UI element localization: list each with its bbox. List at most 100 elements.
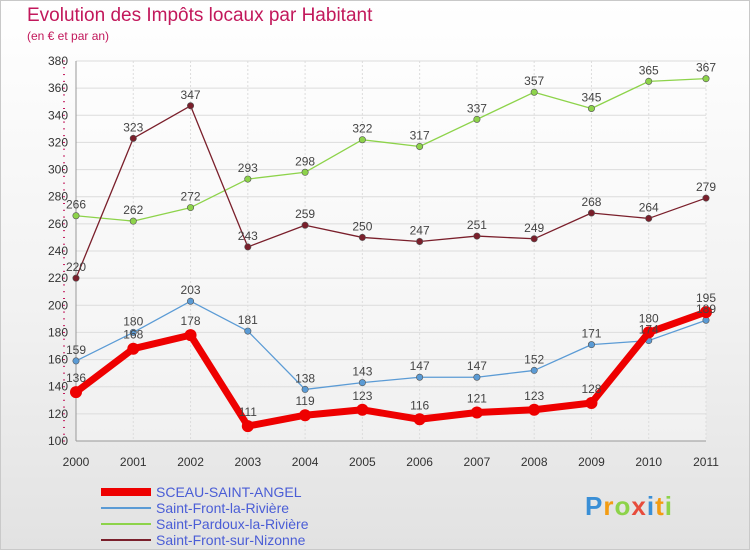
data-point: [645, 214, 653, 222]
data-point: [356, 403, 369, 416]
data-label: 357: [524, 74, 544, 88]
data-point: [244, 327, 252, 335]
data-point: [470, 406, 483, 419]
data-point: [642, 326, 655, 339]
data-point: [700, 306, 712, 319]
logo-letter: P: [585, 491, 604, 521]
data-label: 317: [410, 129, 430, 143]
x-tick-label: 2009: [578, 455, 605, 469]
data-label: 347: [181, 88, 201, 102]
data-label: 262: [123, 203, 143, 217]
x-tick-label: 2000: [63, 455, 90, 469]
legend: SCEAU-SAINT-ANGEL Saint-Front-la-Rivière…: [101, 484, 361, 548]
data-point: [416, 238, 424, 246]
legend-swatch: [101, 539, 151, 541]
data-point: [416, 143, 424, 151]
x-tick-label: 2005: [349, 455, 376, 469]
logo-letter: x: [631, 491, 647, 521]
series-line: [75, 300, 707, 391]
y-tick-label: 140: [48, 380, 68, 394]
data-label: 279: [696, 180, 716, 194]
data-point: [129, 134, 137, 142]
data-point: [301, 385, 309, 393]
x-tick-label: 2003: [234, 455, 261, 469]
data-point: [129, 328, 137, 336]
data-label: 123: [524, 389, 544, 403]
data-label: 138: [295, 371, 315, 385]
data-label: 180: [123, 314, 143, 328]
series-line: [75, 77, 707, 222]
logo-letter: r: [603, 491, 615, 521]
data-label: 195: [696, 291, 716, 305]
data-label: 243: [238, 229, 258, 243]
y-tick-label: 240: [48, 244, 68, 258]
x-tick-label: 2006: [406, 455, 433, 469]
data-label: 293: [238, 161, 258, 175]
data-label: 174: [639, 323, 659, 337]
x-tick-label: 2001: [120, 455, 147, 469]
y-tick-label: 280: [48, 190, 68, 204]
data-label: 220: [66, 260, 86, 274]
data-point: [187, 102, 195, 110]
data-label: 121: [467, 392, 487, 406]
data-point: [358, 136, 366, 144]
data-point: [587, 105, 595, 113]
data-label: 337: [467, 101, 487, 115]
data-point: [358, 379, 366, 387]
data-point: [301, 221, 309, 229]
data-label: 111: [239, 405, 258, 419]
x-tick-label: 2007: [464, 455, 491, 469]
data-point: [413, 413, 426, 426]
data-label: 251: [467, 218, 487, 232]
data-point: [72, 357, 80, 365]
y-tick-label: 200: [48, 298, 68, 312]
y-tick-label: 320: [48, 135, 68, 149]
data-label: 128: [581, 382, 601, 396]
data-label: 247: [410, 224, 430, 238]
legend-item: Saint-Front-la-Rivière: [101, 500, 361, 516]
data-label: 298: [295, 154, 315, 168]
x-tick-label: 2010: [635, 455, 662, 469]
logo-letter: t: [655, 491, 665, 521]
data-point: [358, 233, 366, 241]
data-label: 322: [352, 122, 372, 136]
data-point: [187, 297, 195, 305]
series-line: [75, 105, 707, 279]
legend-swatch: [101, 507, 151, 509]
data-point: [72, 274, 80, 282]
y-tick-label: 220: [48, 271, 68, 285]
y-tick-label: 120: [48, 407, 68, 421]
series-line: [72, 308, 710, 430]
data-label: 268: [581, 195, 601, 209]
legend-item: SCEAU-SAINT-ANGEL: [101, 484, 361, 500]
data-point: [184, 329, 197, 342]
data-point: [473, 232, 481, 240]
data-label: 147: [467, 359, 487, 373]
data-point: [702, 194, 710, 202]
data-point: [530, 235, 538, 243]
data-label: 266: [66, 198, 86, 212]
x-tick-label: 2011: [693, 455, 719, 469]
data-label: 147: [410, 359, 430, 373]
data-point: [187, 204, 195, 212]
data-label: 259: [295, 207, 315, 221]
data-label: 143: [352, 365, 372, 379]
data-label: 116: [410, 398, 429, 412]
data-label: 323: [123, 120, 143, 134]
data-point: [585, 397, 598, 409]
data-label: 345: [581, 91, 601, 105]
data-point: [587, 209, 595, 217]
data-point: [473, 115, 481, 123]
data-label: 203: [181, 283, 201, 297]
legend-swatch: [101, 523, 151, 525]
data-point: [528, 403, 541, 416]
logo-letter: o: [614, 491, 632, 521]
legend-swatch: [101, 488, 151, 496]
data-point: [530, 366, 538, 374]
data-label: 250: [352, 219, 372, 233]
data-point: [473, 373, 481, 381]
y-tick-label: 160: [48, 353, 68, 367]
legend-label: SCEAU-SAINT-ANGEL: [156, 484, 302, 500]
data-label: 180: [639, 311, 659, 325]
